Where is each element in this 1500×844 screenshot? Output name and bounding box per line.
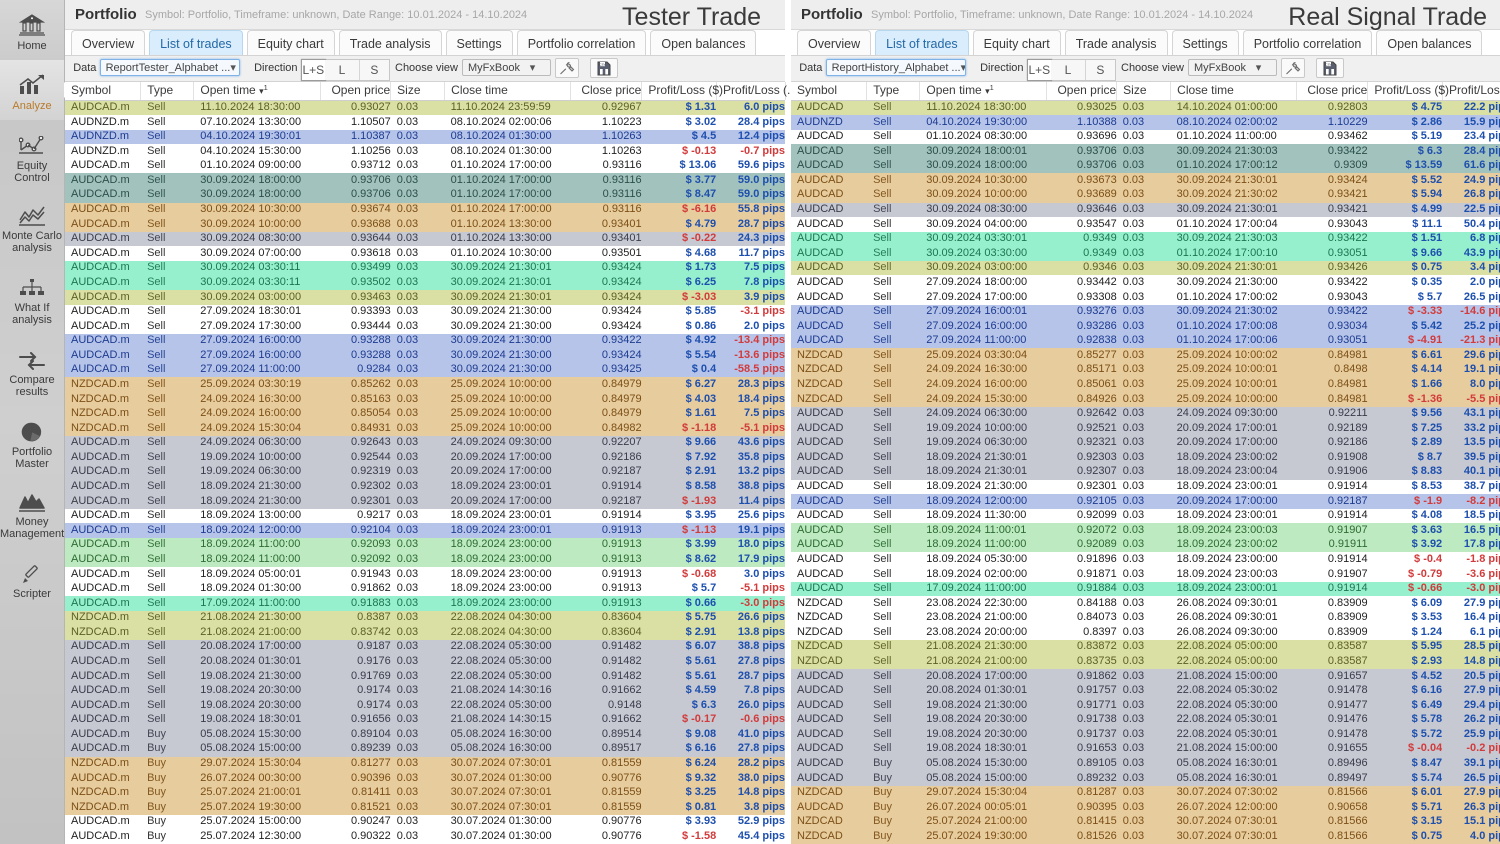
svg-text:CSV: CSV <box>1325 62 1331 66</box>
svg-text:CSV: CSV <box>599 62 605 66</box>
